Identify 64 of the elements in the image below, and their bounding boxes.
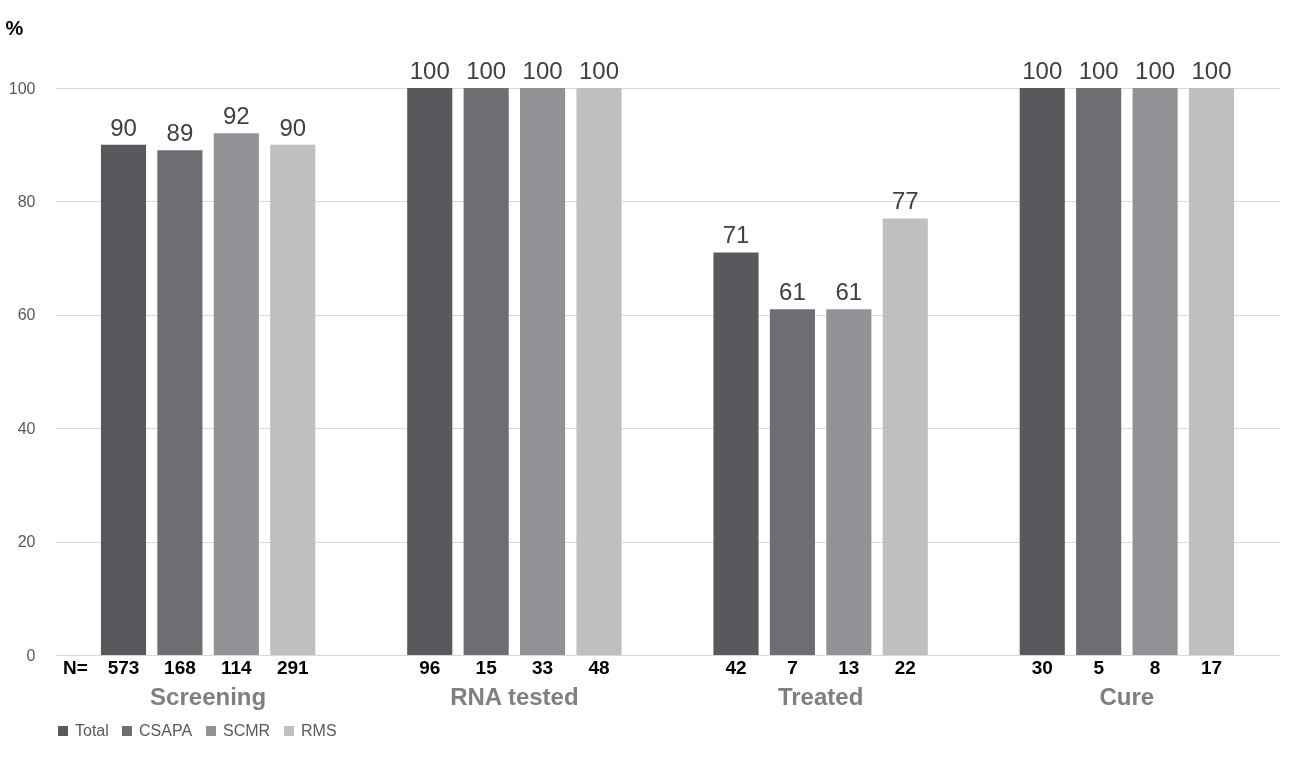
- text: 30: [1031, 657, 1053, 678]
- data-label: 71: [722, 221, 750, 249]
- data-label: 100: [578, 57, 620, 84]
- y-tick-label: 20: [17, 533, 36, 551]
- legend-label: RMS: [301, 722, 337, 739]
- bar: [407, 88, 453, 655]
- data-label: 61: [779, 278, 806, 306]
- bar: [882, 218, 928, 655]
- x-tick-label: Treated: [777, 682, 864, 710]
- text: 291: [276, 657, 310, 678]
- text: 114: [221, 657, 253, 678]
- bar: [576, 88, 622, 655]
- y-axis-title: %: [5, 16, 24, 39]
- y-tick-label: 60: [17, 306, 36, 324]
- text: 8: [1149, 657, 1161, 678]
- x-tick-label: RNA tested: [450, 682, 579, 710]
- legend-label: CSAPA: [139, 722, 193, 739]
- text: 5: [1093, 657, 1105, 678]
- bar: [1188, 88, 1235, 655]
- text: 33: [532, 657, 554, 678]
- text: 168: [164, 657, 196, 678]
- x-tick-label: Screening: [150, 682, 267, 710]
- text: 15: [475, 657, 498, 678]
- data-label: 100: [466, 57, 507, 84]
- data-label: 89: [166, 119, 194, 147]
- data-label: 100: [522, 57, 563, 84]
- data-label: 100: [1078, 57, 1119, 84]
- text: N=: [63, 657, 88, 678]
- y-tick-label: 40: [17, 419, 36, 437]
- x-tick-label: Cure: [1099, 682, 1155, 710]
- bar: [463, 88, 509, 655]
- text: 22: [894, 657, 916, 678]
- text: 573: [107, 657, 140, 678]
- data-label: 61: [835, 278, 863, 306]
- bar: [769, 309, 815, 655]
- data-label: 77: [891, 187, 919, 215]
- text: 17: [1200, 657, 1223, 678]
- bar: [100, 144, 147, 655]
- bar: [1076, 88, 1122, 655]
- y-tick-label: 0: [26, 646, 36, 664]
- bar: [1132, 88, 1178, 655]
- y-tick-label: 100: [8, 79, 36, 97]
- bar: [157, 150, 203, 655]
- bar: [270, 144, 316, 655]
- data-label: 92: [222, 102, 250, 130]
- data-label: 90: [110, 113, 137, 141]
- bar: [713, 252, 759, 655]
- data-label: 100: [1022, 57, 1063, 84]
- data-label: 100: [1135, 57, 1176, 84]
- y-tick-label: 80: [17, 192, 36, 210]
- data-label: 100: [409, 57, 450, 84]
- data-label: 100: [1191, 57, 1232, 84]
- text: 96: [419, 657, 441, 678]
- text: 7: [787, 657, 798, 678]
- text: 42: [725, 657, 747, 678]
- bar: [520, 88, 566, 655]
- bar: [1019, 88, 1065, 655]
- bar: [213, 133, 259, 655]
- bar: [826, 309, 872, 655]
- text: 48: [588, 657, 610, 678]
- legend-label: Total: [75, 722, 109, 739]
- legend-label: SCMR: [223, 722, 271, 739]
- text: 13: [838, 657, 860, 678]
- data-label: 90: [279, 113, 307, 141]
